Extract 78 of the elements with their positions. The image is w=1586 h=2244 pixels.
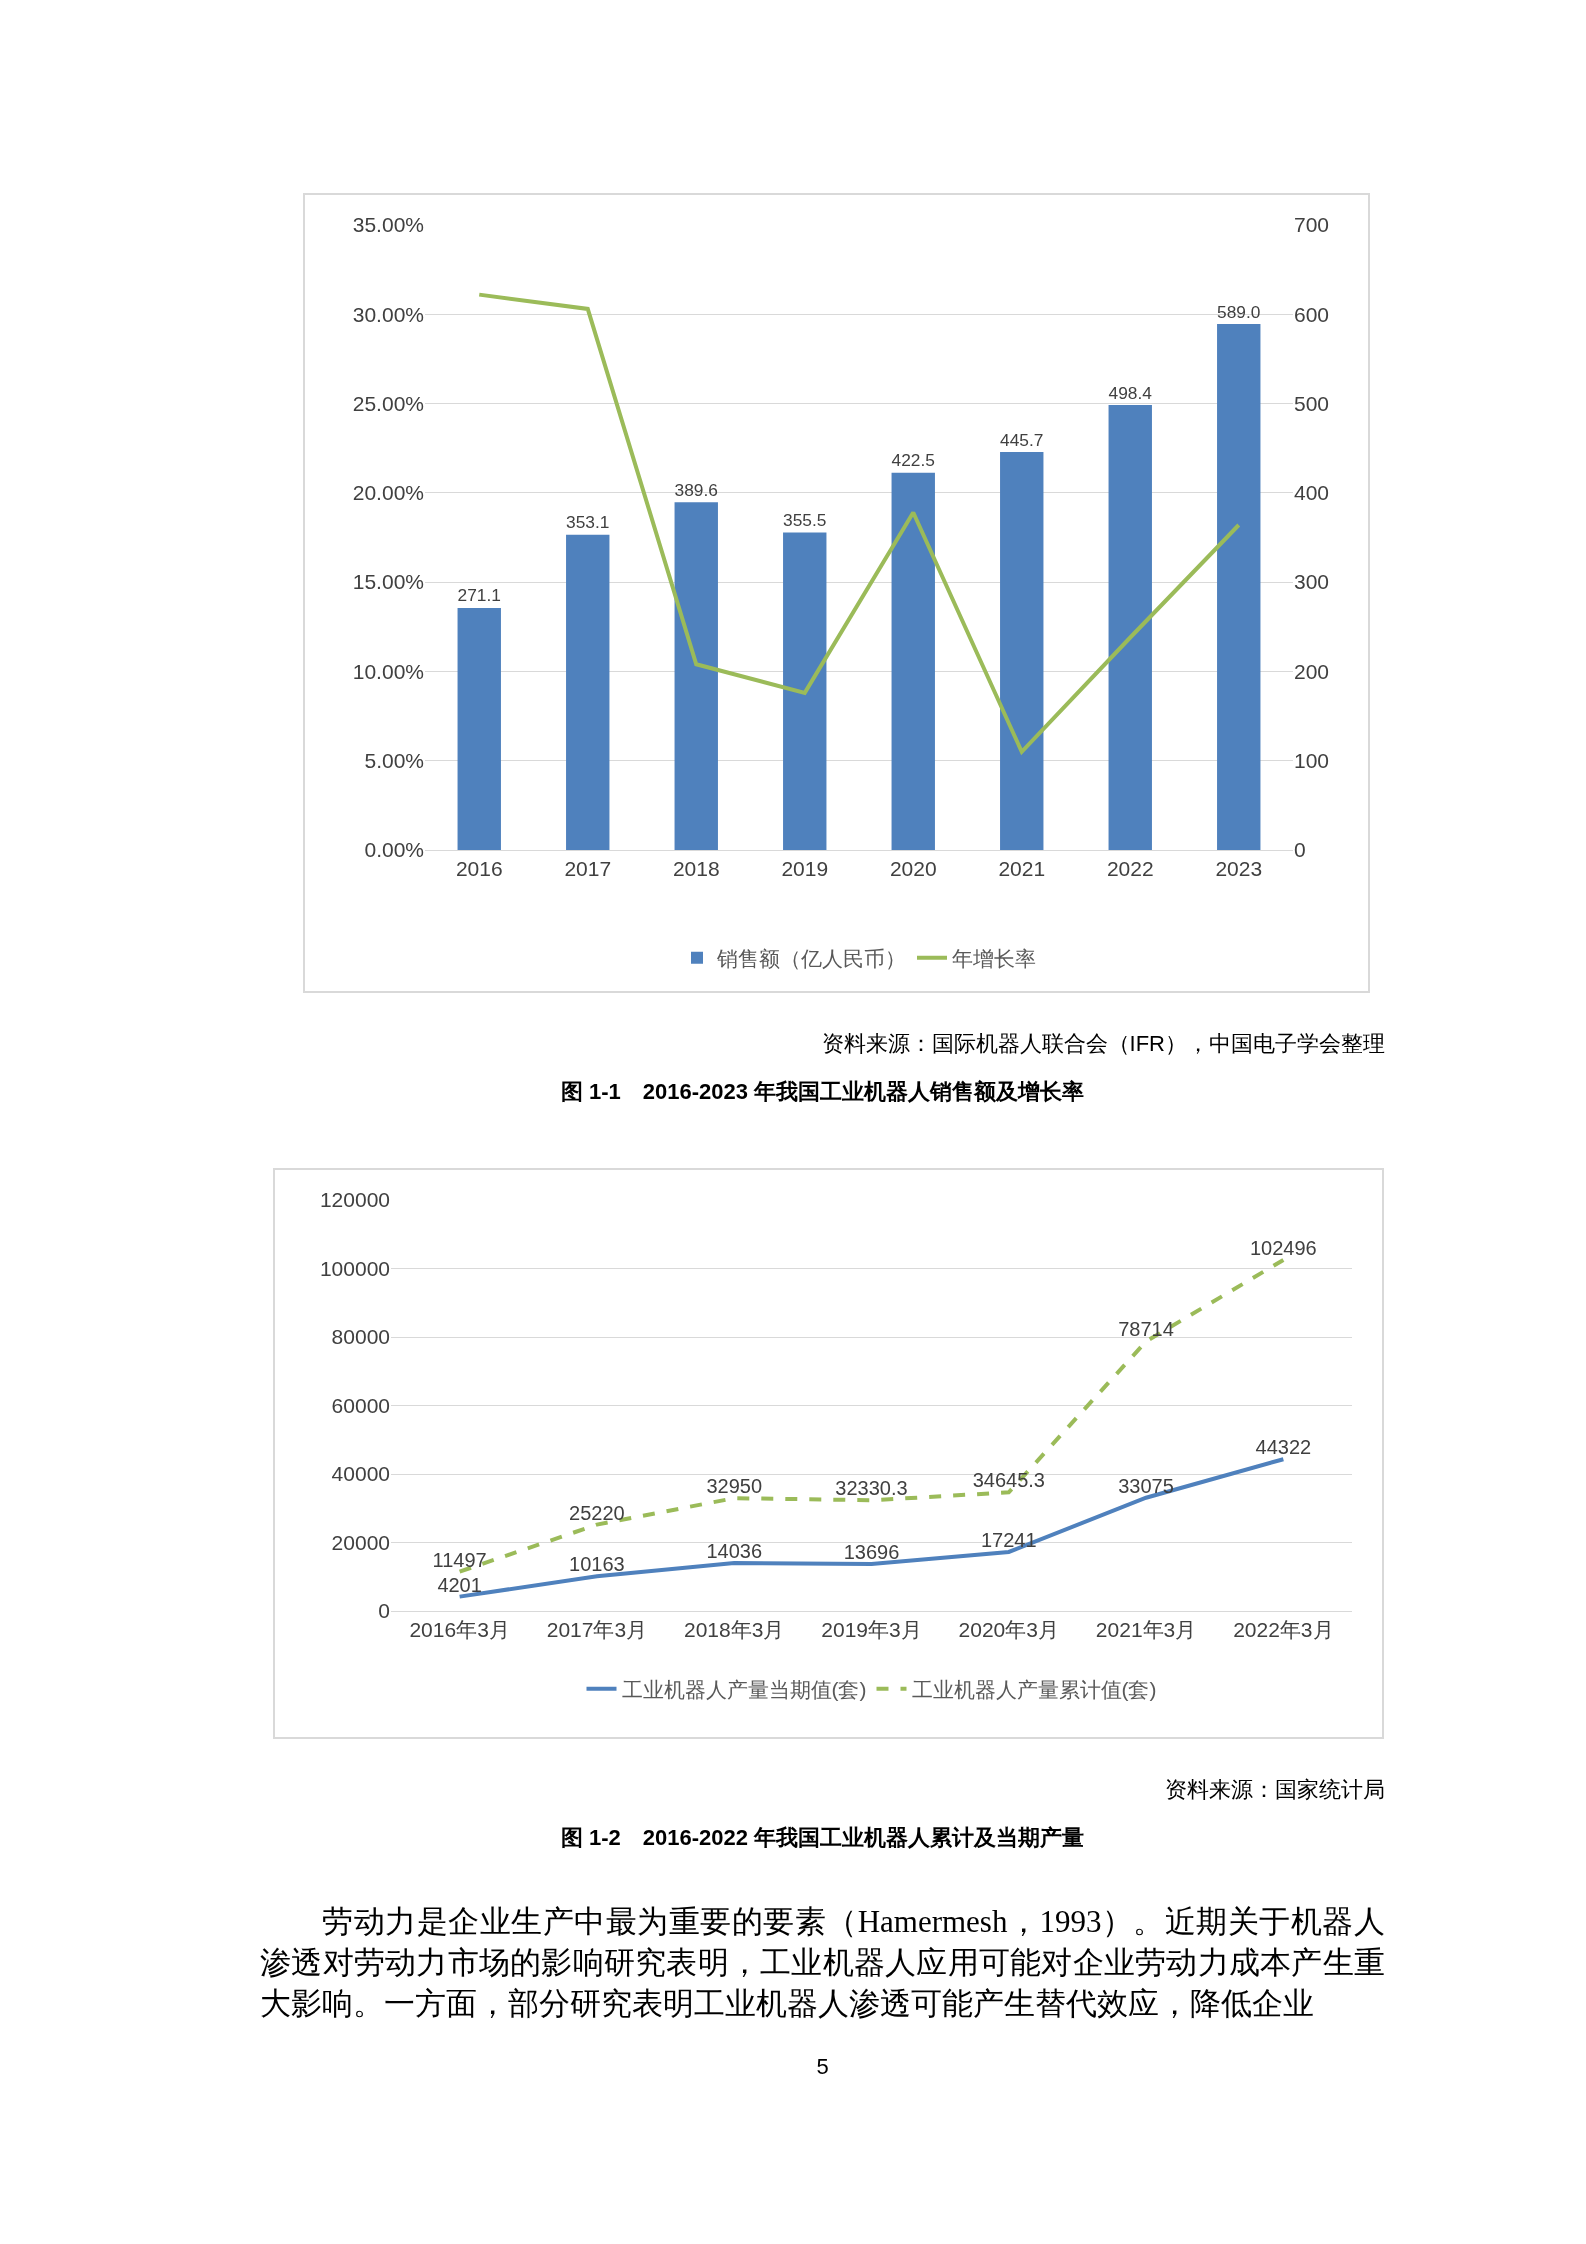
data-label: 589.0: [1217, 301, 1261, 322]
legend-label: 年增长率: [952, 946, 1036, 970]
x-tick-label: 2022: [1106, 857, 1154, 881]
data-label: 355.5: [783, 510, 827, 531]
x-tick-label: 2021: [998, 857, 1046, 881]
x-tick-label: 2023: [1215, 857, 1263, 881]
legend-label: 销售额（亿人民币）: [716, 946, 906, 970]
data-label: 389.6: [674, 479, 718, 500]
bar: [1217, 324, 1261, 850]
y-tick-label: 60000: [331, 1393, 390, 1417]
bar: [1000, 452, 1044, 850]
y-tick-label: 40000: [331, 1462, 390, 1486]
x-tick-label: 2018: [672, 857, 720, 881]
data-label: 33075: [1118, 1474, 1174, 1497]
x-tick-label: 2020: [889, 857, 937, 881]
x-tick-label: 2017年3月: [546, 1618, 648, 1642]
y2-tick-label: 700: [1294, 213, 1330, 237]
x-tick-label: 2017: [564, 857, 612, 881]
y-tick-label: 15.00%: [352, 570, 424, 594]
x-tick-label: 2019: [781, 857, 829, 881]
y-tick-label: 20000: [331, 1530, 390, 1554]
bar: [1108, 405, 1152, 850]
data-label: 44322: [1255, 1436, 1312, 1459]
text: 图 1-2 2016-2022 年我国工业机器人累计及当期产量: [559, 1824, 1086, 1852]
x-tick-label: 2021年3月: [1095, 1618, 1197, 1642]
y2-tick-label: 600: [1294, 302, 1330, 326]
x-tick-label: 2016年3月: [409, 1618, 510, 1642]
bar: [457, 607, 501, 850]
y-tick-label: 30.00%: [352, 302, 424, 326]
y2-tick-label: 400: [1294, 481, 1330, 505]
x-tick-label: 2018年3月: [684, 1618, 785, 1642]
data-label: 32950: [706, 1475, 763, 1498]
data-label: 102496: [1249, 1236, 1317, 1259]
data-label: 353.1: [566, 512, 610, 533]
legend-label: 工业机器人产量累计值(套): [911, 1677, 1157, 1701]
y2-tick-label: 0: [1294, 838, 1306, 862]
data-label: 422.5: [891, 450, 935, 471]
data-label: 10163: [569, 1553, 625, 1576]
y-tick-label: 80000: [331, 1325, 390, 1349]
y-tick-label: 25.00%: [352, 391, 424, 415]
x-tick-label: 2020年3月: [958, 1618, 1059, 1642]
data-label: 13696: [843, 1541, 900, 1564]
x-tick-label: 2016: [455, 857, 503, 881]
bar: [674, 502, 718, 850]
data-label: 445.7: [1000, 429, 1044, 450]
y2-tick-label: 300: [1294, 570, 1330, 594]
text: 资料来源：国家统计局: [1164, 1776, 1385, 1804]
y-tick-label: 35.00%: [352, 213, 424, 237]
y-tick-label: 0: [378, 1599, 390, 1623]
y-tick-label: 120000: [319, 1188, 390, 1212]
legend-label: 工业机器人产量当期值(套): [621, 1677, 867, 1701]
y2-tick-label: 200: [1294, 659, 1330, 683]
data-label: 32330.3: [835, 1477, 908, 1500]
y-tick-label: 100000: [319, 1256, 390, 1280]
text: 5: [815, 2054, 830, 2080]
text: 图 1-1 2016-2023 年我国工业机器人销售额及增长率: [559, 1078, 1086, 1106]
y-tick-label: 0.00%: [364, 838, 424, 862]
text: 劳动力是企业生产中最为重要的要素（Hamermesh，1993）。近期关于机器人渗透对劳动力市场的影响研究表明，工业机器人应用可能对企业劳动力成本产生重大影响。一方面，部分研究表明工业机器人渗透可能产生替代效应，降低企业: [260, 1903, 1385, 2023]
bar: [566, 534, 610, 850]
x-tick-label: 2022年3月: [1233, 1618, 1334, 1642]
data-label: 78714: [1118, 1318, 1174, 1341]
data-label: 14036: [706, 1539, 763, 1562]
data-label: 271.1: [457, 585, 501, 606]
data-label: 498.4: [1108, 382, 1153, 403]
data-label: 25220: [569, 1501, 625, 1524]
bar: [891, 472, 935, 850]
data-label: 17241: [980, 1528, 1037, 1551]
data-label: 4201: [437, 1573, 482, 1596]
bar: [783, 532, 827, 850]
data-label: 11497: [432, 1548, 487, 1571]
x-tick-label: 2019年3月: [821, 1618, 922, 1642]
y2-tick-label: 100: [1294, 749, 1330, 773]
data-label: 34645.3: [972, 1469, 1045, 1492]
text: 资料来源：国际机器人联合会（IFR），中国电子学会整理: [820, 1030, 1385, 1058]
y2-tick-label: 500: [1294, 391, 1330, 415]
y-tick-label: 20.00%: [352, 481, 424, 505]
y-tick-label: 5.00%: [364, 749, 424, 773]
y-tick-label: 10.00%: [352, 659, 424, 683]
